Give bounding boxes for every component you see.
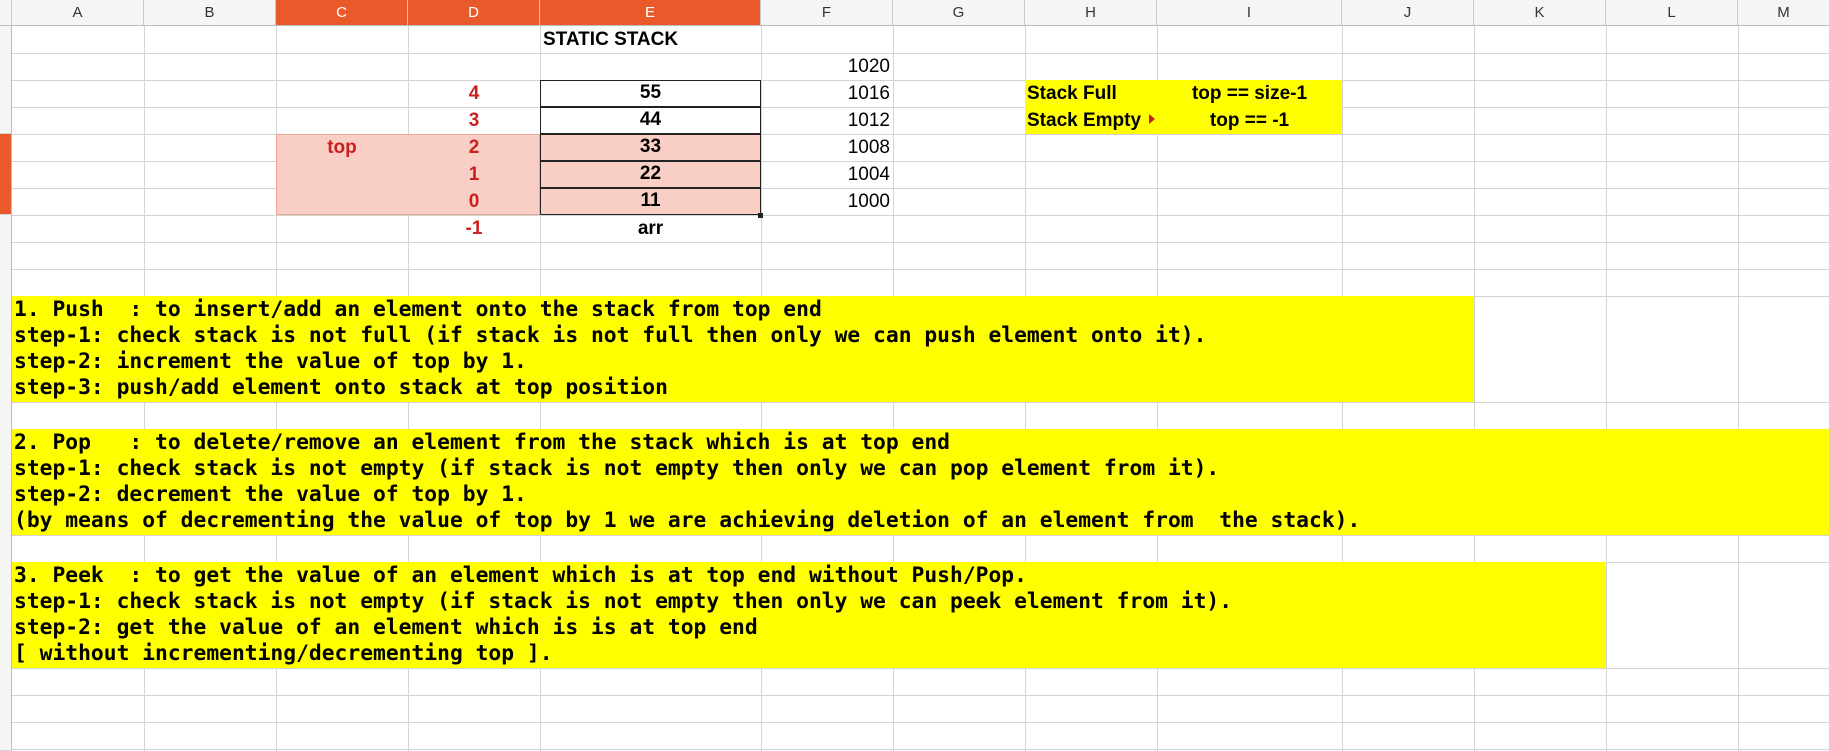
index-cell[interactable]: 2 — [468, 137, 480, 158]
row-header[interactable] — [0, 26, 12, 134]
index-cell[interactable]: 4 — [468, 83, 480, 104]
peek-step[interactable]: step-1: check stack is not empty (if sta… — [14, 589, 1233, 614]
stack-full-expr[interactable]: top == size-1 — [1191, 83, 1308, 104]
index-cell[interactable]: 0 — [468, 191, 480, 212]
pop-heading[interactable]: 2. Pop : to delete/remove an element fro… — [14, 430, 950, 455]
column-header-H[interactable]: H — [1025, 0, 1157, 26]
array-label[interactable]: arr — [637, 218, 664, 239]
selection-fill-handle[interactable] — [758, 213, 763, 218]
pop-notes-box — [12, 429, 1829, 535]
column-header-L[interactable]: L — [1606, 0, 1738, 26]
push-step[interactable]: step-3: push/add element onto stack at t… — [14, 375, 668, 400]
push-heading[interactable]: 1. Push : to insert/add an element onto … — [14, 297, 822, 322]
stack-element[interactable]: 55 — [540, 80, 761, 107]
push-step[interactable]: step-2: increment the value of top by 1. — [14, 349, 527, 374]
row-header-selected[interactable] — [0, 134, 12, 215]
address-cell[interactable]: 1016 — [847, 83, 890, 104]
peek-step[interactable]: step-2: get the value of an element whic… — [14, 615, 758, 640]
address-cell[interactable]: 1008 — [847, 137, 890, 158]
column-header-G[interactable]: G — [893, 0, 1025, 26]
select-all-corner[interactable] — [0, 0, 12, 26]
stack-element[interactable]: 44 — [540, 107, 761, 134]
stack-element[interactable]: 11 — [540, 188, 761, 215]
push-step[interactable]: step-1: check stack is not full (if stac… — [14, 323, 1207, 348]
conditions-box — [1025, 80, 1342, 134]
index-cell[interactable]: 1 — [468, 164, 480, 185]
address-cell[interactable]: 1000 — [847, 191, 890, 212]
comment-indicator-icon[interactable] — [1149, 114, 1155, 124]
stack-element[interactable]: 33 — [540, 134, 761, 161]
address-cell[interactable]: 1004 — [847, 164, 890, 185]
top-pointer-label[interactable]: top — [327, 137, 357, 158]
title-cell[interactable]: STATIC STACK — [543, 29, 679, 50]
highlight-block — [276, 134, 540, 215]
pop-step[interactable]: step-1: check stack is not empty (if sta… — [14, 456, 1220, 481]
stack-empty-label[interactable]: Stack Empty — [1027, 110, 1142, 131]
push-notes-box — [12, 296, 1474, 402]
column-header-M[interactable]: M — [1738, 0, 1829, 26]
column-header-B[interactable]: B — [144, 0, 276, 26]
pop-step[interactable]: step-2: decrement the value of top by 1. — [14, 482, 527, 507]
column-header-E[interactable]: E — [540, 0, 761, 26]
column-header-J[interactable]: J — [1342, 0, 1474, 26]
peek-notes-box — [12, 562, 1606, 668]
index-cell[interactable]: 3 — [468, 110, 480, 131]
column-header-K[interactable]: K — [1474, 0, 1606, 26]
stack-element[interactable]: 22 — [540, 161, 761, 188]
pop-note[interactable]: (by means of decrementing the value of t… — [14, 508, 1361, 533]
row-header[interactable] — [0, 215, 12, 751]
column-header-C[interactable]: C — [276, 0, 408, 26]
stack-full-label[interactable]: Stack Full — [1027, 83, 1117, 104]
stack-empty-expr[interactable]: top == -1 — [1209, 110, 1290, 131]
column-header-I[interactable]: I — [1157, 0, 1342, 26]
column-header-D[interactable]: D — [408, 0, 540, 26]
address-cell[interactable]: 1020 — [847, 56, 890, 77]
address-cell[interactable]: 1012 — [847, 110, 890, 131]
peek-heading[interactable]: 3. Peek : to get the value of an element… — [14, 563, 1027, 588]
column-header-A[interactable]: A — [12, 0, 144, 26]
peek-note[interactable]: [ without incrementing/decrementing top … — [14, 641, 553, 666]
column-header-F[interactable]: F — [761, 0, 893, 26]
index-cell[interactable]: -1 — [465, 218, 483, 239]
